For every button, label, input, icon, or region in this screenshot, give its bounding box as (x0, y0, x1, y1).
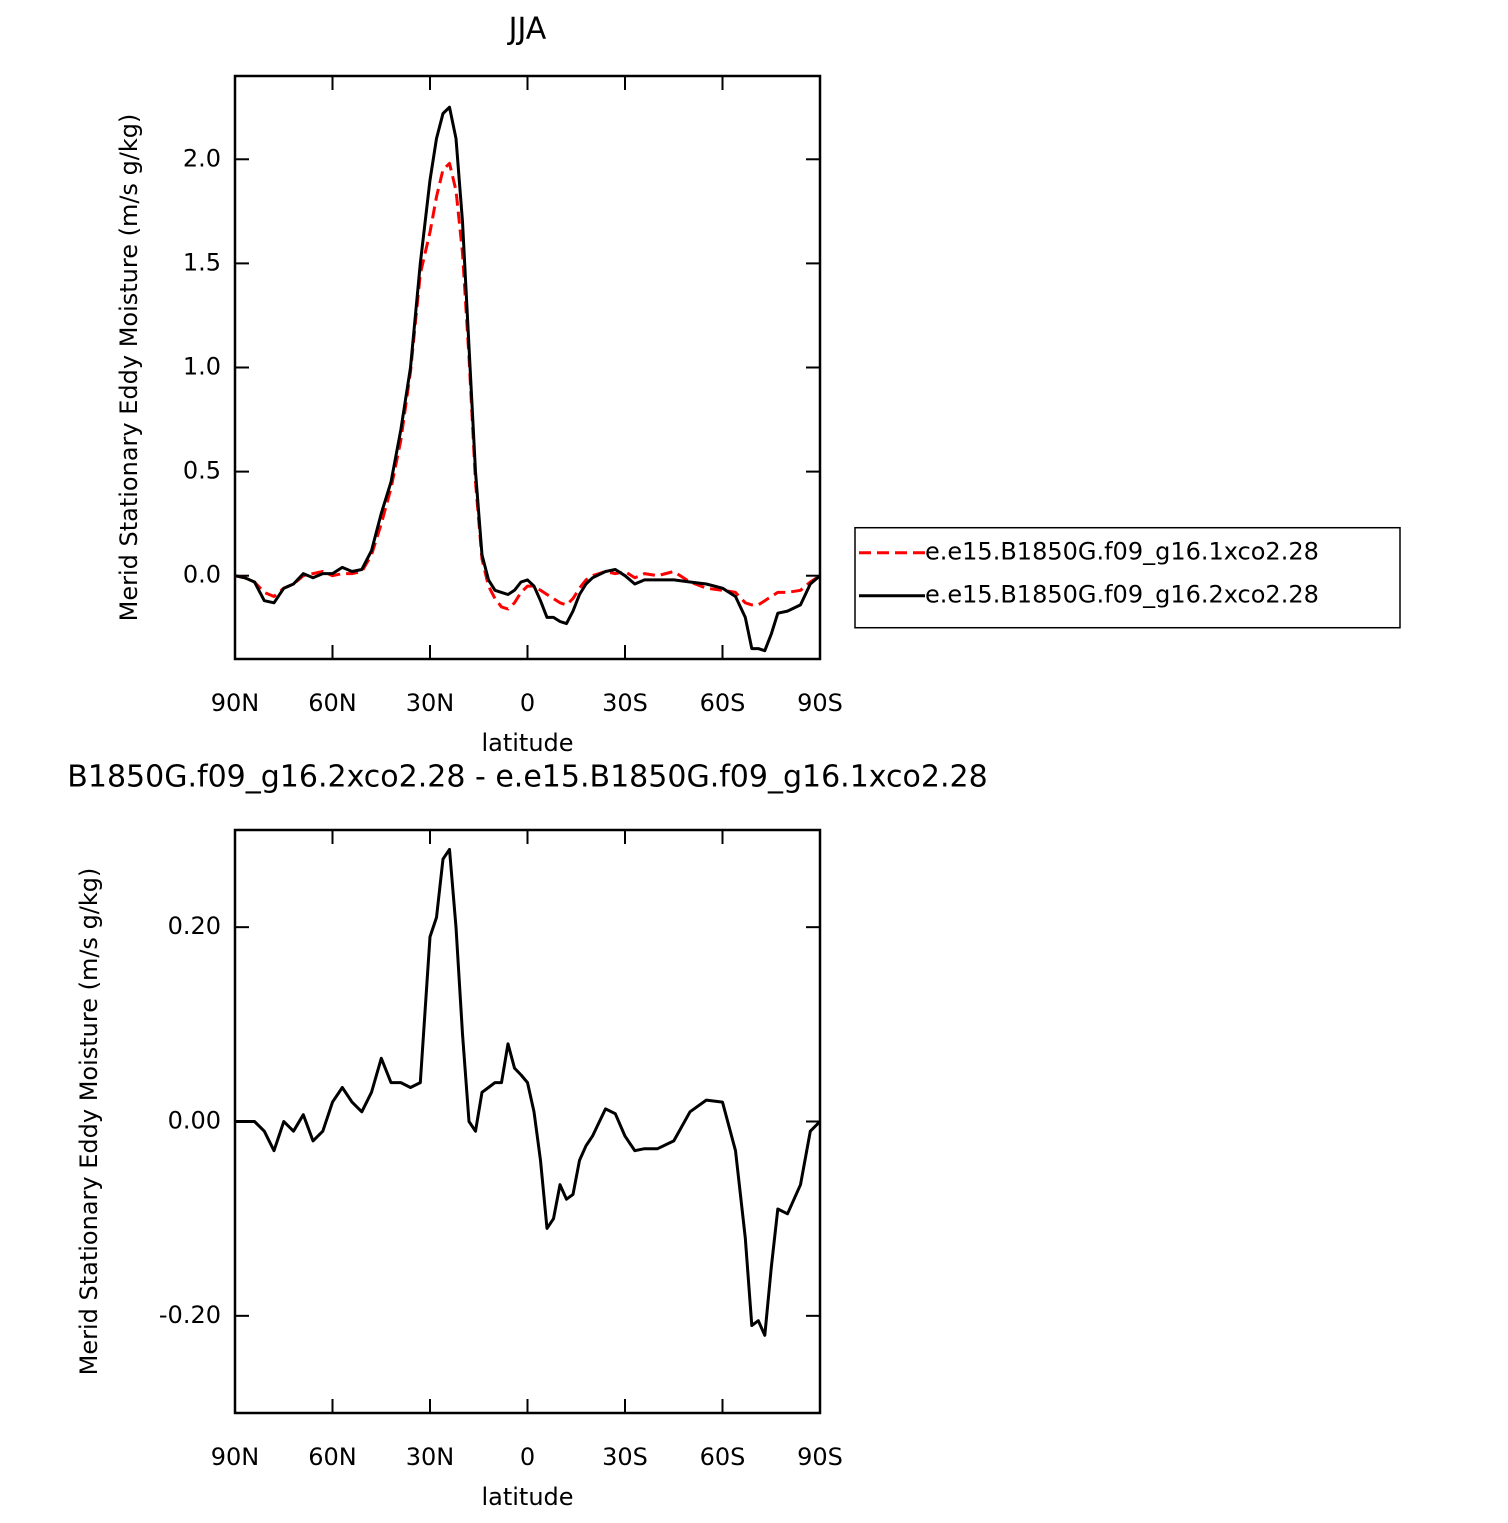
x-tick-label: 90N (211, 1443, 260, 1471)
x-axis-label: latitude (481, 1483, 573, 1511)
plot-frame (233, 828, 822, 1415)
y-tick-label: 1.0 (183, 353, 221, 381)
x-tick-label: 60S (700, 689, 746, 717)
x-tick-label: 60N (308, 689, 357, 717)
legend-box (854, 526, 1401, 629)
x-tick-label: 30S (602, 689, 648, 717)
chart-title: B1850G.f09_g16.2xco2.28 - e.e15.B1850G.f… (67, 760, 987, 795)
x-axis-label: latitude (481, 729, 573, 757)
y-tick-label: 0.5 (183, 457, 221, 485)
y-tick-label: 2.0 (183, 144, 221, 172)
legend-label: e.e15.B1850G.f09_g16.2xco2.28 (925, 581, 1319, 609)
x-tick-label: 0 (520, 1443, 535, 1471)
y-tick-label: 0.00 (168, 1107, 221, 1135)
chart-title: JJA (507, 12, 547, 47)
y-axis-label: Merid Stationary Eddy Moisture (m/s g/kg… (115, 114, 143, 622)
y-axis-label: Merid Stationary Eddy Moisture (m/s g/kg… (75, 868, 103, 1376)
legend-label: e.e15.B1850G.f09_g16.1xco2.28 (925, 538, 1319, 566)
x-tick-label: 60N (308, 1443, 357, 1471)
x-tick-label: 30N (406, 1443, 455, 1471)
data-line (234, 161, 821, 611)
x-tick-label: 90S (797, 1443, 843, 1471)
data-line (235, 847, 822, 1337)
y-tick-label: 1.5 (183, 248, 221, 276)
y-tick-label: 0.20 (168, 912, 221, 940)
x-tick-label: 0 (520, 689, 535, 717)
y-tick-label: 0.0 (183, 561, 221, 589)
x-tick-label: 90N (211, 689, 260, 717)
x-tick-label: 30S (602, 1443, 648, 1471)
x-tick-label: 90S (797, 689, 843, 717)
x-tick-label: 60S (700, 1443, 746, 1471)
y-tick-label: -0.20 (159, 1301, 221, 1329)
data-line (234, 105, 821, 653)
x-tick-label: 30N (406, 689, 455, 717)
